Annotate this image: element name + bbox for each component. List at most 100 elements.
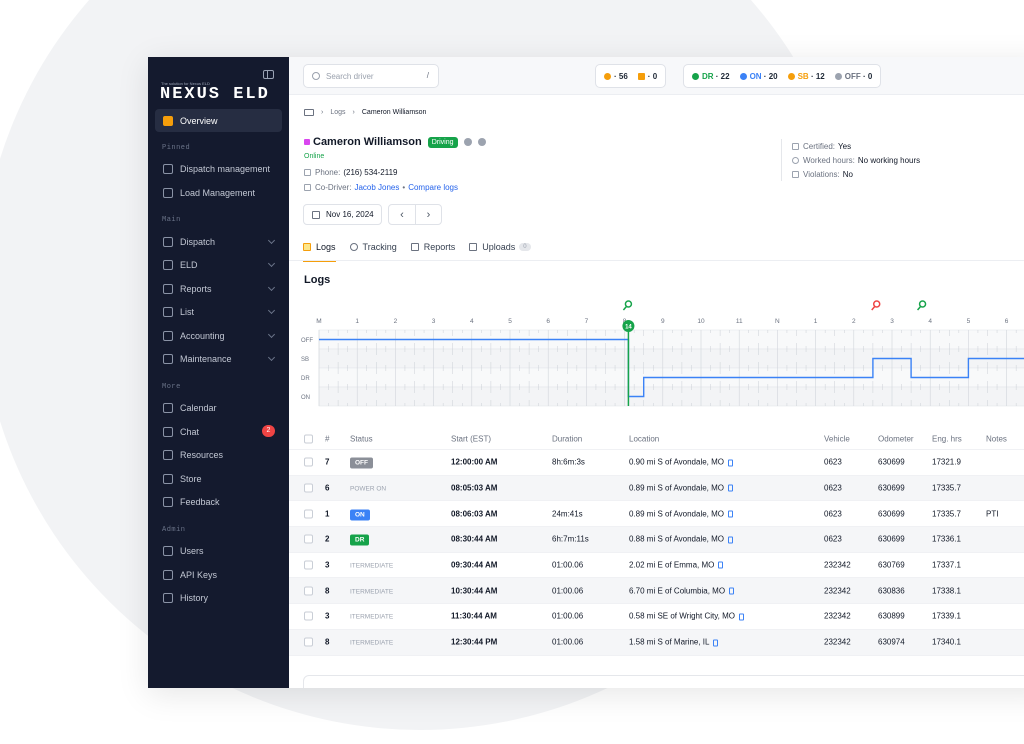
sidebar-item-reports[interactable]: Reports [155,277,282,300]
breadcrumb-logs[interactable]: Logs [330,109,346,116]
sidebar-item-label: Load Management [180,187,256,198]
row-checkbox[interactable] [304,560,313,570]
sidebar-item-store[interactable]: Store [155,467,282,490]
copy-icon[interactable] [713,639,719,647]
search-input[interactable]: Search driver / [303,64,439,88]
cell-duration: 01:00.06 [552,586,584,596]
cell-start: 09:30:44 AM [451,560,498,570]
tab-logs[interactable]: Logs [303,237,336,262]
table-row[interactable]: 6 POWER ON 08:05:03 AM 0.89 mi S of Avondal… [289,475,1024,502]
header-location[interactable]: Location [629,434,660,443]
header-start[interactable]: Start (EST) [451,434,492,443]
cell-duration: 01:00.06 [552,611,584,621]
row-checkbox[interactable] [304,509,313,519]
driving-icon [692,72,699,80]
select-all-checkbox[interactable] [304,434,313,443]
compare-logs-link[interactable]: Compare logs [408,183,458,192]
row-checkbox[interactable] [304,457,313,467]
load-icon [163,187,173,198]
sidebar-item-accounting[interactable]: Accounting [155,324,282,347]
sidebar-item-feedback[interactable]: Feedback [155,490,282,513]
tab-reports[interactable]: Reports [410,237,455,261]
sidebar-item-api-keys[interactable]: API Keys [155,563,282,586]
table-row[interactable]: 7 OFF 12:00:00 AM 8h:6m:3s 0.90 mi S of Avon… [289,450,1024,476]
table-row[interactable]: 3 ITERMEDIATE 09:30:44 AM 01:00.06 2.02 mi E… [289,553,1024,579]
key-icon [624,300,633,308]
sidebar-item-label: ELD [180,259,198,270]
location-text: 0.58 mi SE of Wright City, MO [629,611,735,621]
copy-icon[interactable] [729,587,735,595]
sidebar-item-list[interactable]: List [155,300,282,323]
sidebar-item-history[interactable]: History [155,586,282,609]
cell-eng: 17339.1 [932,611,961,621]
sidebar-item-load-management[interactable]: Load Management [155,181,282,204]
logs-table: # Status Start (EST) Duration Location V… [289,428,1024,656]
driver-summary: Certified: Yes Worked hours: No working ho… [781,139,920,181]
key-icon-stem [622,306,627,311]
sidebar-item-maintenance[interactable]: Maintenance [155,347,282,370]
sidebar-item-users[interactable]: Users [155,539,282,562]
cell-num: 8 [325,637,330,647]
copy-icon[interactable] [728,484,734,492]
sidebar-item-eld[interactable]: ELD [155,253,282,276]
uploads-count: 0 [519,243,531,251]
cell-duration: 01:00.06 [552,637,584,647]
header-odometer[interactable]: Odometer [878,434,914,443]
copy-icon[interactable] [738,613,744,621]
date-picker[interactable]: Nov 16, 2024 [303,204,382,225]
off-label: OFF [844,71,861,81]
row-checkbox[interactable] [304,483,313,493]
duty-status-counts[interactable]: DR · 22 ON · 20 SB · 12 OFF · 0 [683,64,882,88]
graph-hour-label: 2 [852,318,856,325]
duty-status-graph[interactable]: OFFSBDRONM1234567891011N12345614 [289,297,1024,412]
row-checkbox[interactable] [304,611,313,621]
header-notes[interactable]: Notes [986,434,1007,443]
table-row[interactable]: 8 ITERMEDIATE 12:30:44 PM 01:00.06 1.58 mi S… [289,629,1024,656]
sidebar-item-label: Resources [180,449,224,460]
table-row[interactable]: 1 ON 08:06:03 AM 24m:41s 0.89 mi S of Avonda… [289,501,1024,528]
monitor-icon[interactable] [304,109,314,116]
sidebar-item-dispatch-management[interactable]: Dispatch management [155,157,282,180]
sidebar-collapse-icon[interactable] [263,70,274,79]
row-checkbox[interactable] [304,534,313,544]
sidebar-item-chat[interactable]: Chat 2 [155,420,282,443]
on-label: ON [749,71,762,81]
android-icon [463,138,472,146]
sidebar-item-dispatch[interactable]: Dispatch [155,230,282,253]
certified-icon [792,142,799,150]
row-checkbox[interactable] [304,637,313,647]
header-duration[interactable]: Duration [552,434,583,443]
tab-tracking[interactable]: Tracking [349,237,397,261]
table-row[interactable]: 2 DR 08:30:44 AM 6h:7m:11s 0.88 mi S of Avon… [289,527,1024,553]
off-count: 0 [867,71,873,81]
dispatch-icon [163,163,173,174]
table-row[interactable]: 3 ITERMEDIATE 11:30:44 AM 01:00.06 0.58 mi S… [289,604,1024,630]
sidebar-item-resources[interactable]: Resources [155,443,282,466]
sidebar-item-label: Dispatch management [180,163,271,174]
graph-row-label: ON [301,395,310,401]
cell-odometer: 630899 [878,611,905,621]
header-eng-hrs[interactable]: Eng. hrs [932,434,962,443]
next-day-button[interactable]: › [415,205,441,224]
row-checkbox[interactable] [304,586,313,596]
header-vehicle[interactable]: Vehicle [824,434,850,443]
current-marker-label: 14 [625,324,632,330]
copy-icon[interactable] [718,561,724,569]
header-status[interactable]: Status [350,434,373,443]
sidebar-item-overview[interactable]: Overview [155,109,282,132]
fleet-counts[interactable]: · 56 · 0 [595,64,667,88]
settings-icon[interactable] [477,138,486,146]
cell-duration: 24m:41s [552,509,583,519]
cell-duration: 6h:7m:11s [552,534,589,544]
copy-icon[interactable] [728,536,734,544]
codriver-link[interactable]: Jacob Jones [354,183,400,192]
graph-hour-label: 10 [697,318,705,325]
tab-uploads[interactable]: Uploads 0 [469,237,531,261]
sidebar-item-calendar[interactable]: Calendar [155,396,282,419]
copy-icon[interactable] [728,459,734,467]
table-row[interactable]: 8 ITERMEDIATE 10:30:44 AM 01:00.06 6.70 mi E… [289,578,1024,605]
graph-hour-label: 5 [508,318,512,325]
prev-day-button[interactable]: ‹ [400,208,404,221]
cell-vehicle: 232342 [824,560,851,570]
copy-icon[interactable] [728,510,734,518]
